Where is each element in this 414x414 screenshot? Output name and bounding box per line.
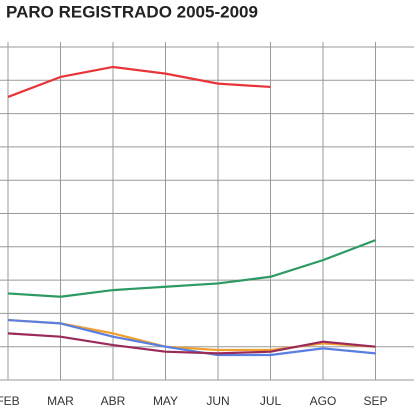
x-tick-label: MAY (153, 394, 178, 408)
series-line (7, 239, 376, 298)
chart-title: PARO REGISTRADO 2005-2009 (6, 2, 258, 21)
x-tick-label: JUL (260, 394, 282, 408)
x-tick-label: MAR (47, 394, 74, 408)
series-line (7, 65, 271, 98)
x-tick-label: SEP (363, 394, 387, 408)
x-tick-label: JUN (206, 394, 229, 408)
x-tick-label: ABR (101, 394, 126, 408)
series-line (7, 332, 376, 355)
x-tick-label: FEB (0, 394, 20, 408)
x-tick-label: AGO (310, 394, 337, 408)
series-line (7, 318, 376, 357)
